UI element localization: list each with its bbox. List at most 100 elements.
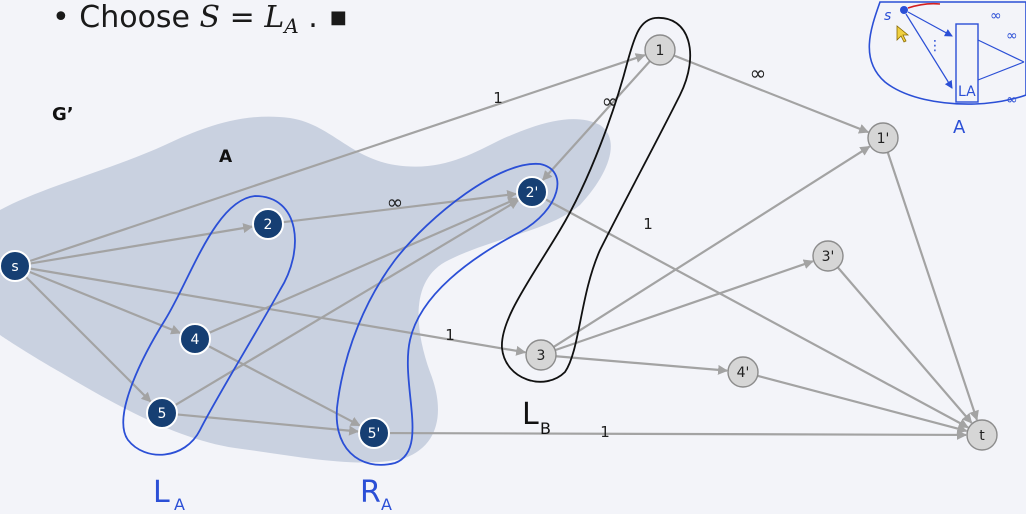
edge-n1p-t bbox=[886, 151, 979, 421]
edge-s-n3 bbox=[29, 267, 527, 356]
edge-label-s-n3: 1 bbox=[445, 326, 455, 344]
node-n3: 3 bbox=[525, 339, 557, 371]
node-label: 1 bbox=[656, 43, 665, 59]
inset-inf-1: ∞ bbox=[990, 8, 1002, 24]
node-label: 5' bbox=[368, 426, 381, 442]
node-n1: 1 bbox=[644, 34, 676, 66]
la-outline bbox=[122, 195, 296, 456]
inset-inf-3: ∞ bbox=[1006, 92, 1018, 108]
edge-label-n5p-t: 1 bbox=[600, 423, 610, 441]
edge-label-n1-n1p: ∞ bbox=[750, 61, 767, 85]
bullet-period: . bbox=[298, 0, 318, 35]
node-n5p: 5' bbox=[358, 417, 390, 449]
set-a-region bbox=[0, 116, 611, 463]
node-circle bbox=[727, 356, 759, 388]
inset-dots: ⋮ bbox=[928, 38, 942, 54]
node-circle bbox=[525, 339, 557, 371]
inset-edge-3 bbox=[977, 39, 1025, 63]
node-circle bbox=[179, 323, 211, 355]
node-n4: 4 bbox=[179, 323, 211, 355]
edge-s-n4 bbox=[28, 270, 182, 335]
node-circle bbox=[516, 176, 548, 208]
bullet-statement: • Choose S = LA . ■ bbox=[52, 0, 347, 38]
node-label: 2' bbox=[526, 185, 539, 201]
label-lb: L bbox=[522, 397, 539, 432]
node-circle bbox=[146, 397, 178, 429]
end-of-proof-mark: ■ bbox=[329, 7, 347, 28]
edge-n4-n2p bbox=[208, 197, 519, 335]
math-l: L bbox=[264, 0, 285, 35]
edge-n4-n5p bbox=[207, 345, 361, 427]
inset-edge-2 bbox=[905, 13, 953, 89]
inset-la-label: LA bbox=[958, 84, 976, 100]
math-l-subscript: A bbox=[284, 14, 299, 38]
node-n3p: 3' bbox=[812, 240, 844, 272]
node-label: 2 bbox=[264, 217, 273, 233]
edge-n3-n3p bbox=[554, 259, 814, 352]
inset-a-label: A bbox=[953, 117, 966, 138]
node-s: s bbox=[0, 250, 31, 282]
label-ra: R bbox=[360, 475, 381, 510]
label-ra-sub: A bbox=[381, 495, 392, 514]
node-label: 1' bbox=[877, 131, 890, 147]
cursor-icon bbox=[896, 25, 910, 43]
edge-n3-n4p bbox=[555, 355, 729, 375]
node-n2: 2 bbox=[252, 208, 284, 240]
inset-edge-4 bbox=[977, 61, 1025, 81]
label-la: L bbox=[153, 475, 170, 510]
math-s: S bbox=[199, 0, 221, 35]
edge-n3p-t bbox=[836, 266, 973, 424]
inset-edge-1 bbox=[907, 11, 953, 37]
inset-sketch: s ⋮ LA ∞ ∞ ∞ A bbox=[868, 1, 1026, 138]
edge-n1-n1p bbox=[673, 54, 870, 134]
node-label: 5 bbox=[158, 406, 167, 422]
edge-label-n2p-t: 1 bbox=[643, 215, 653, 233]
node-circle bbox=[358, 417, 390, 449]
node-circle bbox=[252, 208, 284, 240]
node-label: 4 bbox=[191, 332, 200, 348]
lb-outline bbox=[501, 17, 692, 383]
label-la-sub: A bbox=[174, 495, 185, 514]
edge-n3-n1p bbox=[553, 145, 871, 348]
label-set-a: A bbox=[219, 147, 233, 167]
inset-inf-2: ∞ bbox=[1006, 28, 1018, 44]
inset-source-dot bbox=[900, 6, 908, 14]
node-circle bbox=[966, 419, 998, 451]
edge-label-s-n1: 1 bbox=[493, 89, 503, 107]
node-circle bbox=[644, 34, 676, 66]
bullet-marker: • bbox=[52, 0, 70, 35]
inset-la-box bbox=[955, 23, 979, 103]
edge-label-n2-n2p: ∞ bbox=[387, 190, 404, 214]
node-label: 4' bbox=[737, 365, 750, 381]
math-equals: = bbox=[220, 0, 265, 35]
ra-outline bbox=[335, 163, 559, 466]
node-circle bbox=[812, 240, 844, 272]
edge-s-n2 bbox=[29, 223, 254, 265]
node-label: 3 bbox=[537, 348, 546, 364]
edge-s-n5 bbox=[24, 275, 152, 403]
label-lb-sub: B bbox=[540, 419, 551, 438]
node-label: 3' bbox=[822, 249, 835, 265]
node-t: t bbox=[966, 419, 998, 451]
edge-n1-n2p bbox=[541, 60, 651, 181]
node-n4p: 4' bbox=[727, 356, 759, 388]
inset-outline bbox=[868, 1, 1026, 105]
node-label: t bbox=[979, 428, 985, 444]
edges-layer: 11∞∞∞11 bbox=[24, 53, 979, 441]
node-n5: 5 bbox=[146, 397, 178, 429]
edge-n2-n2p bbox=[282, 190, 518, 224]
node-n2p: 2' bbox=[516, 176, 548, 208]
node-n1p: 1' bbox=[867, 122, 899, 154]
edge-n4p-t bbox=[757, 374, 968, 434]
edge-n2p-t bbox=[544, 198, 969, 429]
nodes-layer: s 2 4 5 2' 5' 1 3 1' 3' 4' t bbox=[0, 34, 998, 451]
edge-n5p-t bbox=[388, 429, 968, 440]
inset-red-edge bbox=[907, 2, 941, 9]
inset-source-label: s bbox=[884, 8, 891, 24]
node-circle bbox=[867, 122, 899, 154]
edge-s-n1 bbox=[28, 53, 646, 263]
node-circle bbox=[0, 250, 31, 282]
label-graph-g-prime: G’ bbox=[52, 104, 74, 125]
